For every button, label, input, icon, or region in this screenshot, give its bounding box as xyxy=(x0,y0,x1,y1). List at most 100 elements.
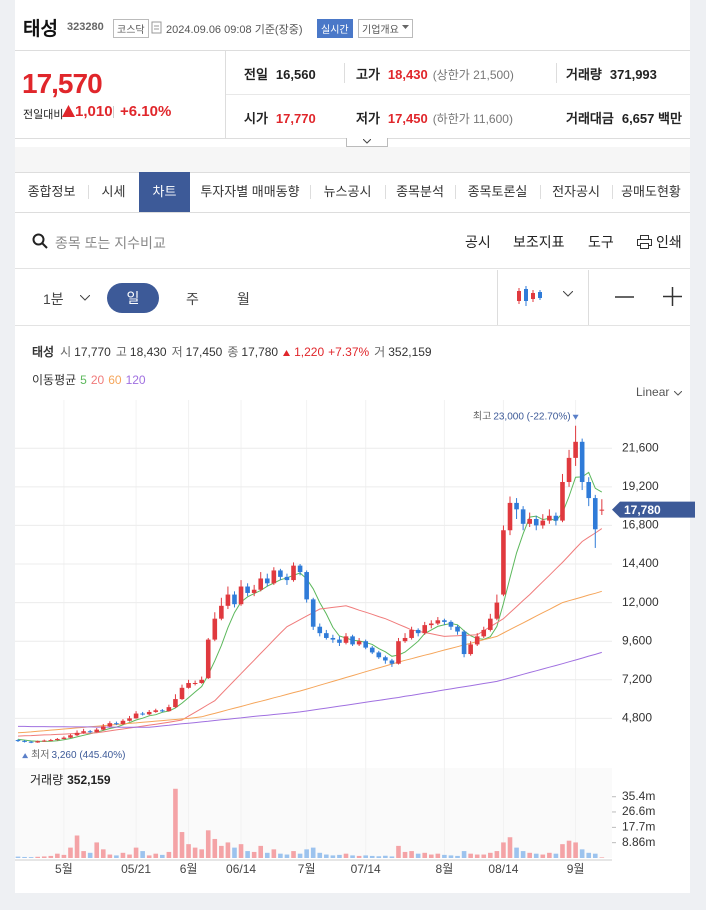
candle-body xyxy=(317,626,323,634)
volume-bar xyxy=(540,854,546,858)
max-annotation: 최고 23,000 (-22.70%) xyxy=(473,410,571,422)
volume-label: 거래량 xyxy=(30,773,63,787)
candle-body xyxy=(238,586,244,605)
period-button[interactable]: 주 xyxy=(186,291,199,307)
candle-body xyxy=(264,578,270,584)
volume-bar xyxy=(304,849,309,858)
volume-bar xyxy=(586,852,592,858)
chevron-icon[interactable] xyxy=(80,295,90,301)
candle-body xyxy=(278,570,283,577)
candle-body xyxy=(15,740,21,742)
candle-body xyxy=(87,731,93,733)
tool-label: 도구 xyxy=(588,234,614,250)
up-triangle xyxy=(283,350,291,356)
stat: 저가 17,450 (하한가 11,600) xyxy=(356,108,513,127)
divider xyxy=(540,185,541,199)
tab[interactable]: 종목토론실 xyxy=(467,184,528,199)
ma-legend: 이동평균 5 20 60 120 xyxy=(32,371,150,388)
volume-bar xyxy=(468,853,473,858)
tab[interactable]: 종합정보 xyxy=(27,184,76,199)
tool-button[interactable]: 인쇄 xyxy=(637,232,682,252)
candle-body xyxy=(330,637,336,640)
expand-toggle[interactable] xyxy=(346,138,388,147)
volume-caption: 거래량 352,159 xyxy=(30,773,111,787)
volume-bar xyxy=(422,852,428,858)
tool-button[interactable]: 공시 xyxy=(465,232,491,252)
period-button[interactable]: 1분 xyxy=(43,291,64,307)
tab[interactable]: 전자공시 xyxy=(552,184,600,199)
tab[interactable]: 투자자별 매매동향 xyxy=(200,184,300,199)
candle-body xyxy=(22,740,27,742)
ma-label: 이동평균 xyxy=(32,373,77,387)
chart-info: 태성 시 17,770 고 18,430 저 17,450 종 17,780 1,220 +7.37… xyxy=(32,343,432,360)
stock-name: 태성 xyxy=(23,19,58,40)
candle-body xyxy=(284,576,290,581)
zoom-in[interactable] xyxy=(663,287,682,306)
tab[interactable]: 시세 xyxy=(101,184,126,199)
chevron-icon[interactable] xyxy=(563,291,573,297)
candle-body xyxy=(212,618,218,640)
divider xyxy=(385,185,386,199)
volume-bar xyxy=(474,854,480,858)
search-input[interactable]: 종목 또는 지수비교 xyxy=(55,235,166,251)
candle-body xyxy=(291,565,296,581)
y-tick-label: 35.4m xyxy=(622,789,655,803)
volume-bar xyxy=(560,844,565,858)
tab[interactable]: 공매도현황 xyxy=(621,184,681,199)
volume-bar xyxy=(481,854,487,858)
tab[interactable]: 종목분석 xyxy=(396,184,444,199)
candle-body xyxy=(258,578,264,590)
candle-body xyxy=(573,441,578,458)
info-value: 17,770 xyxy=(74,345,111,359)
candle-body xyxy=(179,687,185,700)
volume-bar xyxy=(186,844,191,858)
tab[interactable]: 뉴스공시 xyxy=(323,184,372,199)
volume-bar xyxy=(199,849,204,858)
scale-select[interactable]: Linear xyxy=(636,385,683,399)
candle-body xyxy=(428,623,434,626)
volume-panel xyxy=(15,768,612,858)
chart-type-icon[interactable] xyxy=(515,284,545,308)
tool-button[interactable]: 보조지표 xyxy=(513,232,565,252)
volume-bar xyxy=(409,851,414,858)
market-badge: 코스닥 xyxy=(113,19,149,38)
stat: 거래대금 6,657 백만 xyxy=(566,108,682,127)
divider xyxy=(226,94,690,95)
volume-bar xyxy=(271,849,277,858)
spacer-strip xyxy=(15,147,690,173)
max-label: 최고 xyxy=(473,410,491,422)
candle-body xyxy=(297,565,303,573)
zoom-out[interactable] xyxy=(615,296,634,298)
stat-label: 거래량 xyxy=(566,67,602,82)
candle-body xyxy=(324,633,329,638)
volume-bar xyxy=(166,851,172,858)
volume-bar xyxy=(94,842,100,858)
period-button[interactable]: 일 xyxy=(107,283,159,313)
y-tick-label: 21,600 xyxy=(622,440,659,454)
tab[interactable]: 차트 xyxy=(139,172,190,212)
candle-body xyxy=(166,707,172,712)
y-tick-label: 12,000 xyxy=(622,595,659,609)
y-tick-label: 7,200 xyxy=(622,672,652,686)
volume-bar xyxy=(173,788,178,858)
volume-bar xyxy=(74,835,80,858)
candle-body xyxy=(41,740,47,742)
info-change: 1,220 xyxy=(294,345,325,359)
candle-body xyxy=(120,720,126,724)
stat: 전일 16,560 xyxy=(244,64,316,83)
min-label: 최저 xyxy=(31,749,49,761)
divider xyxy=(497,270,498,325)
volume-bar xyxy=(212,838,218,858)
period-button[interactable]: 월 xyxy=(237,291,250,307)
info-change-pct: +7.37% xyxy=(328,345,370,359)
realtime-badge[interactable]: 실시간 xyxy=(317,19,353,38)
stat: 고가 18,430 (상한가 21,500) xyxy=(356,64,514,83)
volume-bar xyxy=(494,851,500,858)
divider xyxy=(455,185,456,199)
header: 태성 323280 코스닥 2024.09.06 09:08 기준(장중) 실시… xyxy=(15,0,690,51)
stat-value: 371,993 xyxy=(609,67,657,82)
company-info-button[interactable]: 기업개요 xyxy=(358,19,413,38)
candle-body xyxy=(81,731,86,733)
volume-bar xyxy=(527,852,532,858)
tool-button[interactable]: 도구 xyxy=(588,232,614,252)
